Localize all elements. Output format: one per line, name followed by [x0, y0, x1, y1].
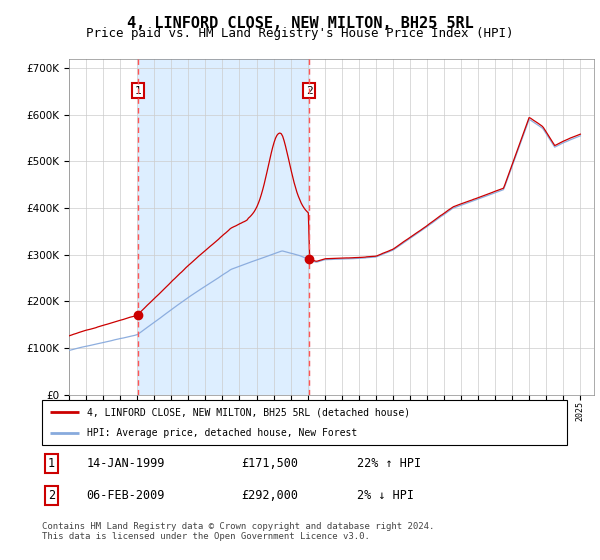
Text: 14-JAN-1999: 14-JAN-1999 [86, 457, 165, 470]
Bar [138, 59, 309, 395]
Text: Price paid vs. HM Land Registry's House Price Index (HPI): Price paid vs. HM Land Registry's House … [86, 27, 514, 40]
Text: HPI: Average price, detached house, New Forest: HPI: Average price, detached house, New … [86, 428, 357, 438]
Text: £292,000: £292,000 [241, 489, 299, 502]
Text: 06-FEB-2009: 06-FEB-2009 [86, 489, 165, 502]
Text: £171,500: £171,500 [241, 457, 299, 470]
Text: 2: 2 [306, 86, 313, 96]
Text: 2: 2 [48, 489, 55, 502]
Text: Contains HM Land Registry data © Crown copyright and database right 2024.
This d: Contains HM Land Registry data © Crown c… [42, 522, 434, 542]
Text: 2% ↓ HPI: 2% ↓ HPI [357, 489, 414, 502]
Text: 4, LINFORD CLOSE, NEW MILTON, BH25 5RL: 4, LINFORD CLOSE, NEW MILTON, BH25 5RL [127, 16, 473, 31]
Text: 1: 1 [134, 86, 141, 96]
Text: 1: 1 [48, 457, 55, 470]
Text: 4, LINFORD CLOSE, NEW MILTON, BH25 5RL (detached house): 4, LINFORD CLOSE, NEW MILTON, BH25 5RL (… [86, 408, 410, 418]
Text: 22% ↑ HPI: 22% ↑ HPI [357, 457, 421, 470]
